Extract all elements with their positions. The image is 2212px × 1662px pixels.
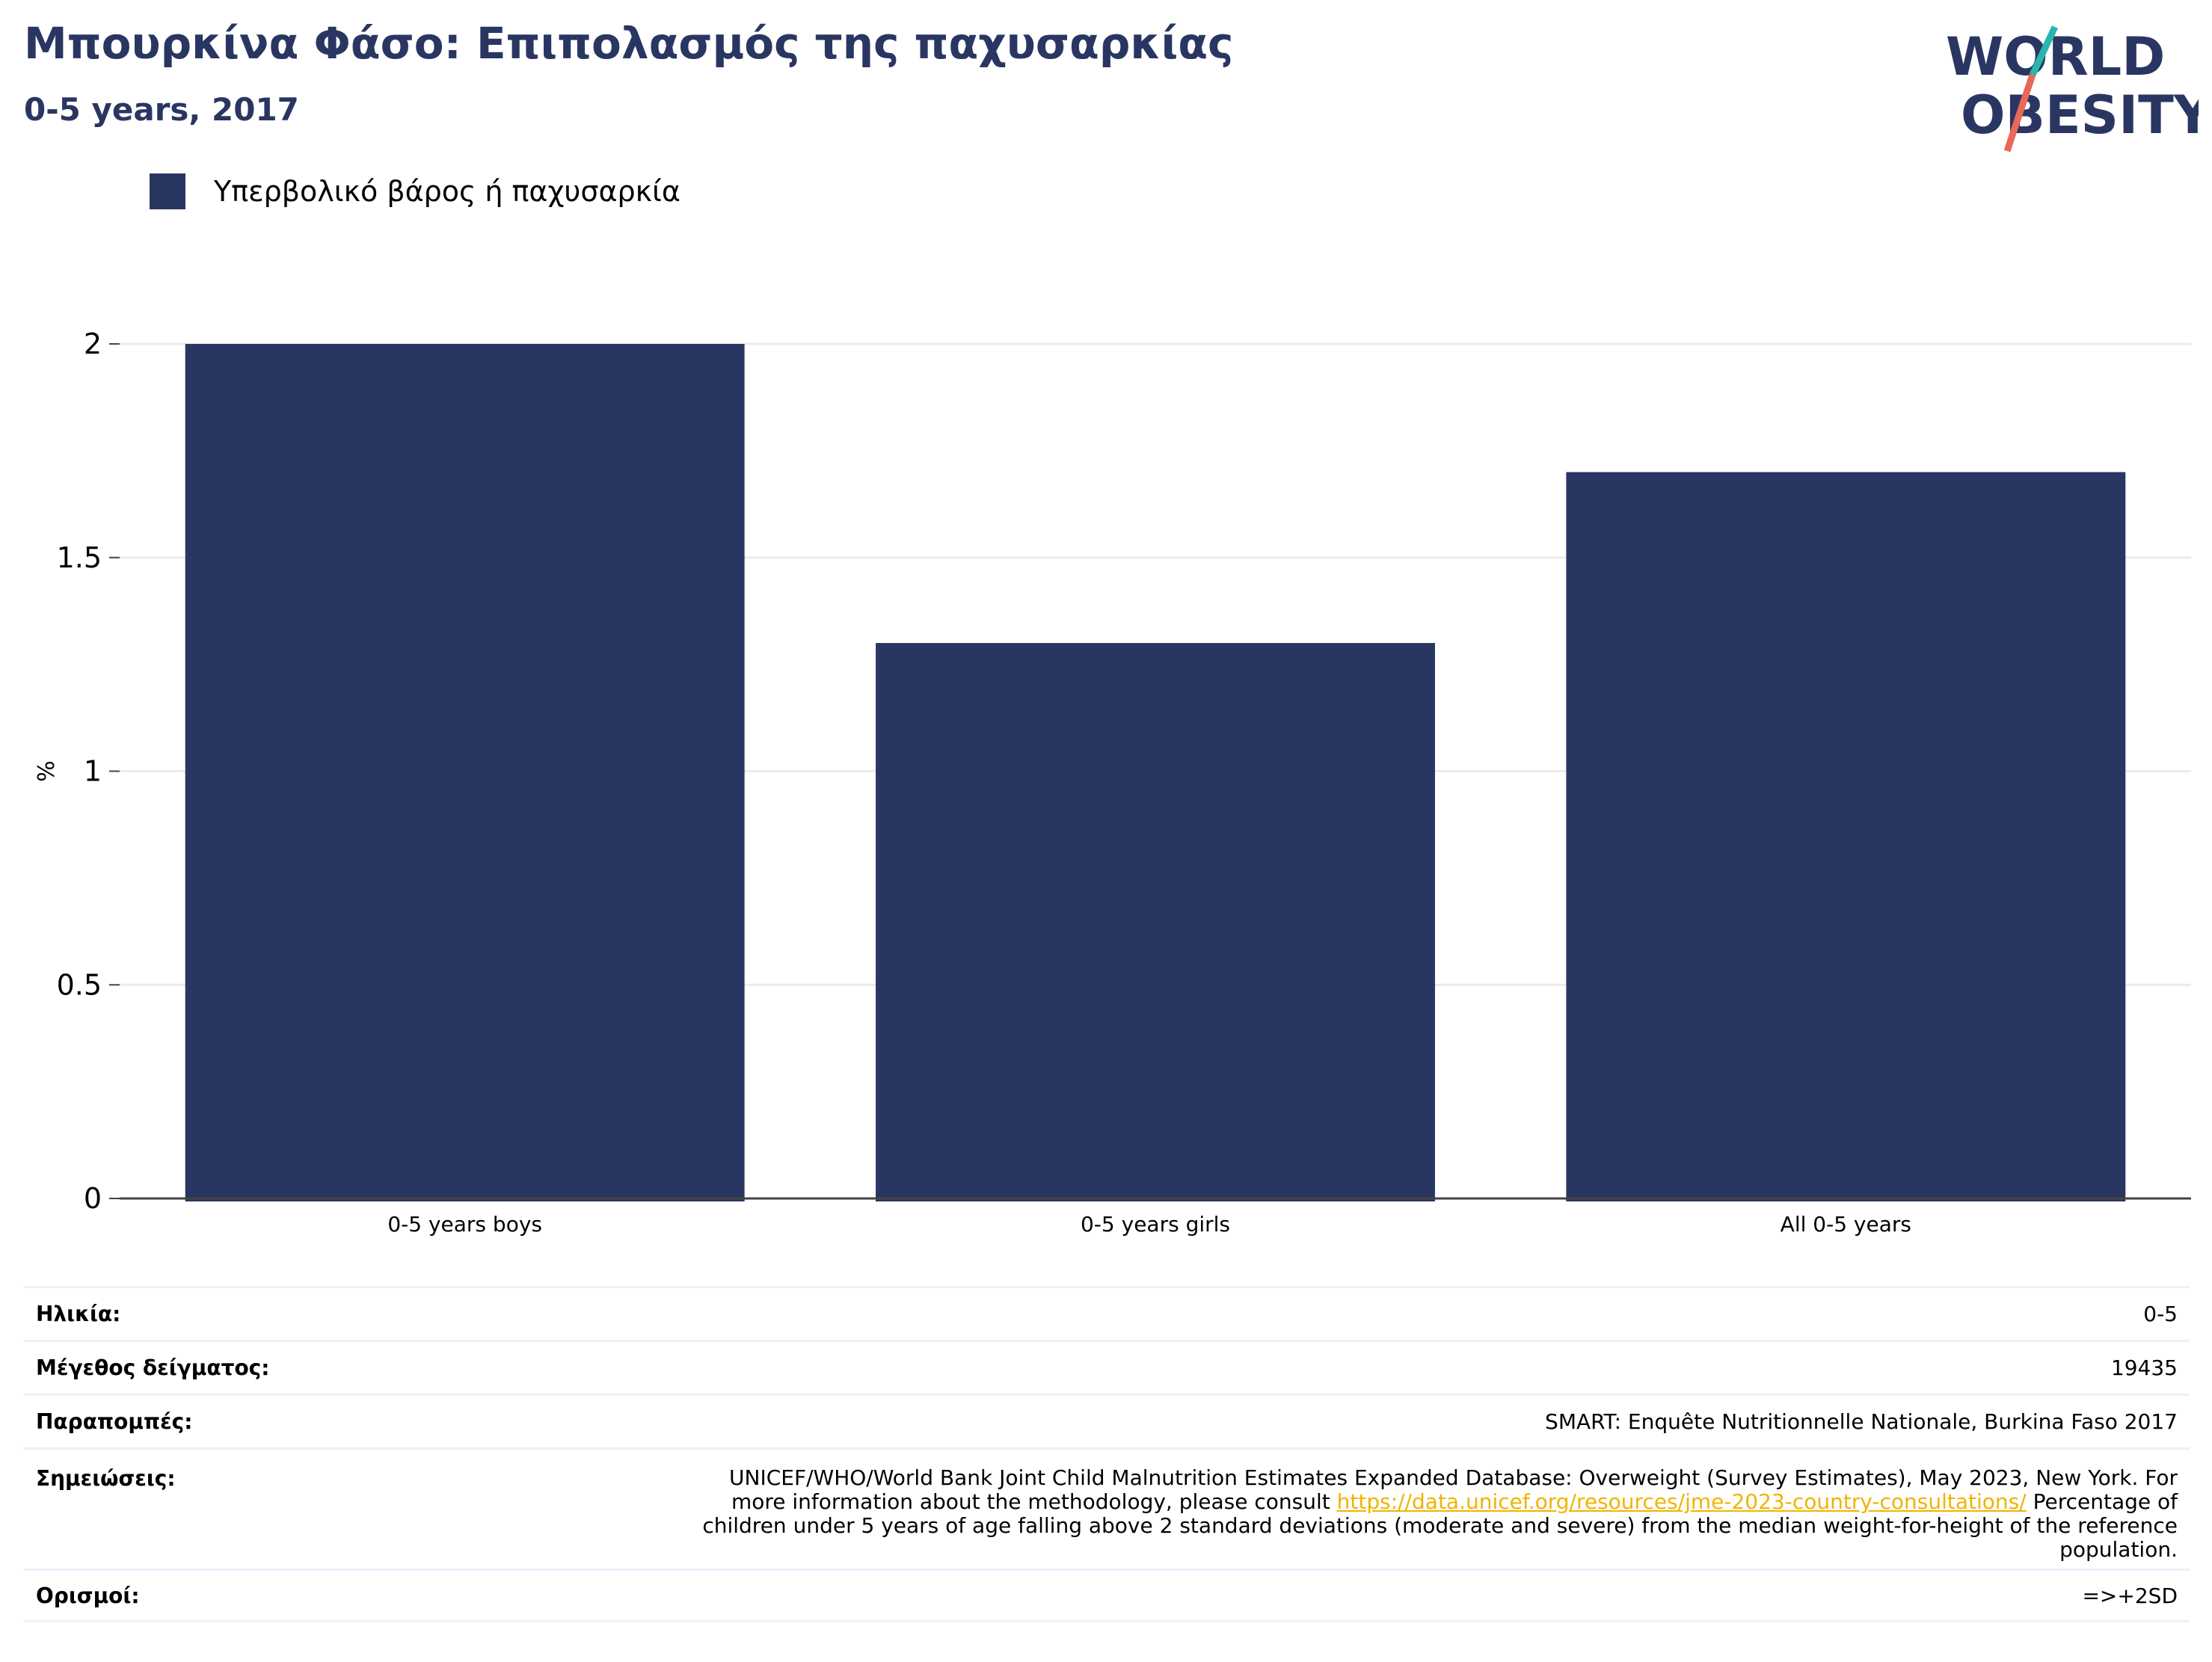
info-label-sample: Μέγεθος δείγματος: xyxy=(36,1355,270,1380)
methodology-link[interactable]: https://data.unicef.org/resources/jme-20… xyxy=(1336,1489,2027,1514)
x-category-label: All 0-5 years xyxy=(1781,1212,1911,1237)
notes-line-1: UNICEF/WHO/World Bank Joint Child Malnut… xyxy=(729,1465,2178,1490)
info-label-definitions: Ορισμοί: xyxy=(36,1583,140,1608)
legend-label: Υπερβολικό βάρος ή παχυσαρκία xyxy=(214,175,681,208)
chart-legend: Υπερβολικό βάρος ή παχυσαρκία xyxy=(150,173,681,209)
info-row-references: Παραπομπές: SMART: Enquête Nutritionnell… xyxy=(24,1394,2190,1447)
notes-line-2-post: Percentage of xyxy=(2026,1489,2178,1514)
notes-line-2-pre: more information about the methodology, … xyxy=(731,1489,1337,1514)
notes-line-2: more information about the methodology, … xyxy=(702,1490,2178,1514)
info-row-notes: Σημειώσεις: UNICEF/WHO/World Bank Joint … xyxy=(24,1447,2190,1569)
info-value-definitions: =>+2SD xyxy=(2082,1583,2178,1608)
bar-chart: 0 0.5 1 1.5 2 0-5 years boys 0-5 years girls Al… xyxy=(34,327,2191,1237)
y-tick-label: 2 xyxy=(84,327,102,360)
x-category-label: 0-5 years girls xyxy=(1081,1212,1230,1237)
info-label-notes: Σημειώσεις: xyxy=(36,1466,176,1491)
logo-slash-top xyxy=(2029,25,2059,76)
logo-line1: WORLD xyxy=(1946,26,2165,87)
info-value-sample: 19435 xyxy=(2110,1355,2178,1380)
x-category-label: 0-5 years boys xyxy=(387,1212,542,1237)
y-tick-label: 1 xyxy=(84,755,102,788)
y-tick-label: 1.5 xyxy=(57,541,102,574)
bar xyxy=(185,344,745,1201)
info-row-sample: Μέγεθος δείγματος: 19435 xyxy=(24,1340,2190,1394)
world-obesity-logo: WORLD OBESITY xyxy=(1946,25,2199,153)
notes-line-4: population. xyxy=(2059,1537,2178,1562)
logo-line2: OBESITY xyxy=(1961,84,2199,146)
bar xyxy=(876,643,1435,1201)
info-row-definitions: Ορισμοί: =>+2SD xyxy=(24,1569,2190,1622)
info-value-age: 0-5 xyxy=(2143,1302,2178,1326)
info-value-notes: UNICEF/WHO/World Bank Joint Child Malnut… xyxy=(702,1466,2178,1562)
legend-swatch xyxy=(150,173,185,209)
logo-slash-bottom xyxy=(2003,73,2036,153)
y-tick-label: 0.5 xyxy=(57,968,102,1001)
y-tick-label: 0 xyxy=(84,1182,102,1215)
info-label-references: Παραπομπές: xyxy=(36,1409,193,1434)
page-subtitle: 0-5 years, 2017 xyxy=(24,91,299,128)
notes-line-3: children under 5 years of age falling ab… xyxy=(702,1513,2178,1538)
bar xyxy=(1566,472,2126,1201)
info-row-age: Ηλικία: 0-5 xyxy=(24,1286,2190,1340)
info-label-age: Ηλικία: xyxy=(36,1302,121,1326)
page-title: Μπουρκίνα Φάσο: Επιπολασμός της παχυσαρκ… xyxy=(24,18,1234,69)
info-table: Ηλικία: 0-5 Μέγεθος δείγματος: 19435 Παρ… xyxy=(24,1286,2190,1622)
info-value-references: SMART: Enquête Nutritionnelle Nationale,… xyxy=(1545,1409,2178,1434)
y-axis-label: % xyxy=(34,760,60,782)
